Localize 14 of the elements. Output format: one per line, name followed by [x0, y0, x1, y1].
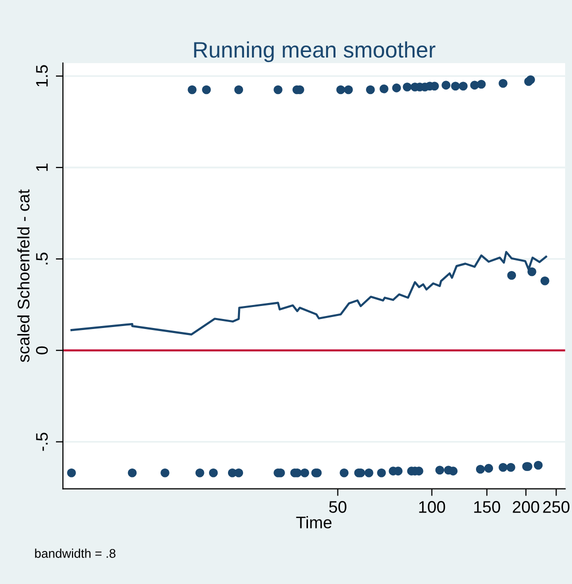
text: bandwidth = .8	[35, 548, 116, 558]
y-axis-title: scaled Schoenfeld - cat	[17, 189, 30, 362]
x-tick-label: 250	[543, 501, 570, 513]
chart-title: Running mean smoother	[194, 41, 436, 62]
x-tick-label: 150	[474, 501, 500, 513]
y-tick-label: 1.5	[36, 65, 48, 86]
x-tick-label: 100	[419, 501, 446, 513]
y-tick-label: 1	[36, 164, 48, 171]
x-tick-label: 50	[329, 501, 346, 513]
x-axis-title: Time	[296, 516, 332, 528]
y-tick-label: 0	[36, 346, 48, 354]
y-tick-label: -.5	[36, 432, 48, 451]
x-tick-label: 200	[512, 501, 540, 513]
y-tick-label: .5	[36, 252, 48, 264]
